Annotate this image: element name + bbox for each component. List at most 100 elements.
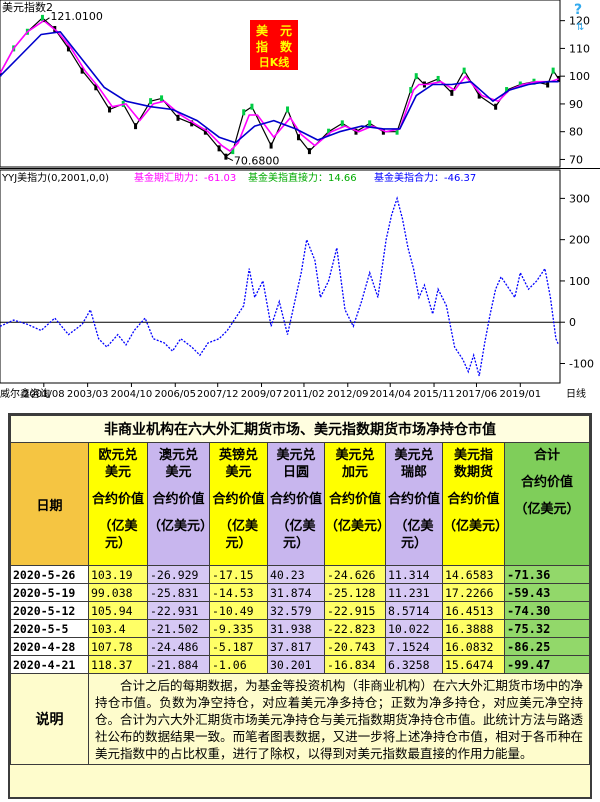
- column-header: 美元兑 日圆 合约价值 （亿美元）: [267, 442, 325, 566]
- watermark-text: 威尔鑫咨询: [0, 387, 50, 400]
- column-header-line2: 美元: [104, 465, 131, 480]
- table-cell: 31.874: [267, 583, 325, 602]
- price-candle: [231, 148, 235, 155]
- table-cell: 105.94: [88, 601, 148, 620]
- legend-combined: 基金美指合力：-46.37: [374, 171, 476, 184]
- table-cell: 30.201: [267, 655, 325, 674]
- legend-direct-value: 14.66: [328, 173, 357, 184]
- price-candle: [327, 128, 331, 135]
- row-date: 2020-4-28: [10, 637, 89, 656]
- table-cell: -25.831: [147, 583, 210, 602]
- legend-combined-value: -46.37: [444, 173, 476, 184]
- table-cell: 31.938: [267, 619, 325, 638]
- table-cell: 14.6583: [442, 565, 505, 584]
- column-header: 澳元兑 美元 合约价值 （亿美元）: [147, 442, 214, 566]
- table-cell: 103.4: [88, 619, 148, 638]
- price-candle: [286, 106, 290, 113]
- table-row: 2020-5-5 103.4 -21.502 -9.335 31.938 -22.823 1…: [10, 619, 590, 638]
- table-cell: -21.502: [147, 619, 210, 638]
- table-cell: 32.579: [267, 601, 325, 620]
- sort-icon[interactable]: ⇅: [576, 22, 584, 33]
- table-cell: 37.817: [267, 637, 325, 656]
- force-title: YYJ美指力(0,2001,0,0): [1, 171, 109, 184]
- column-header-sub: 合约价值: [520, 475, 573, 490]
- badge-line-3: 日K线: [259, 55, 290, 69]
- legend-boost-label: 基金期汇助力：: [134, 171, 204, 184]
- table-cell: 16.0832: [442, 637, 505, 656]
- table-cell: -59.43: [504, 583, 590, 602]
- force-line: [0, 196, 560, 377]
- column-header-unit: （亿美元）: [218, 519, 258, 551]
- table-cell: -25.128: [324, 583, 386, 602]
- table-cell: -21.884: [147, 655, 210, 674]
- column-header-line1: 合计: [533, 448, 560, 463]
- price-tick-label: 100: [569, 70, 590, 83]
- table-body: 2020-5-26 103.19 -26.929 -17.15 40.23 -24.626…: [10, 565, 590, 674]
- table-cell: -26.929: [147, 565, 210, 584]
- column-header-line1: 美元兑: [276, 448, 316, 463]
- price-candle: [436, 75, 440, 82]
- price-candle: [546, 81, 550, 88]
- price-candle: [203, 128, 207, 135]
- column-header-sub: 合约价值: [212, 492, 265, 507]
- column-header-sub: 合约价值: [328, 492, 381, 507]
- force-tick-label: -100: [569, 357, 594, 370]
- column-header-unit: （亿美元）: [98, 519, 138, 551]
- table-cell: 16.4513: [442, 601, 505, 620]
- price-candle: [242, 109, 246, 116]
- column-header-line2: 瑞郎: [400, 465, 427, 480]
- date-tick-label: 2001/08: [23, 389, 65, 400]
- table-row: 2020-5-12 105.94 -22.931 -10.49 32.579 -22.91…: [10, 601, 590, 620]
- table-cell: -14.53: [209, 583, 268, 602]
- positions-table-panel: 非商业机构在六大外汇期货市场、美元指数期货市场净持仓市值 日期 欧元兑 美元 合约价…: [8, 413, 592, 799]
- price-candle: [381, 128, 385, 135]
- price-candle: [518, 81, 522, 88]
- force-tick-label: 0: [569, 316, 576, 329]
- price-candle: [40, 14, 44, 21]
- price-candle: [368, 120, 372, 127]
- table-cell: 11.314: [385, 565, 443, 584]
- date-tick-label: 2014/04: [369, 389, 411, 400]
- moving-average-line: [0, 19, 559, 152]
- table-cell: 15.6474: [442, 655, 505, 674]
- chart-badge: 美 元 指 数 日K线: [250, 20, 298, 70]
- price-title: 美元指数2: [2, 0, 53, 14]
- column-header-line1: 美元兑: [335, 448, 375, 463]
- price-candle: [160, 95, 164, 102]
- price-candle: [477, 92, 481, 99]
- column-header-line2: 美元: [165, 465, 192, 480]
- column-header-line2: 加元: [341, 465, 368, 480]
- table-cell: 7.1524: [385, 637, 443, 656]
- table-cell: -16.834: [324, 655, 386, 674]
- badge-line-1: 美 元: [256, 23, 292, 38]
- table-row: 2020-4-28 107.78 -24.486 -5.187 37.817 -20.74…: [10, 637, 590, 656]
- price-candle: [557, 75, 561, 82]
- price-candle: [409, 87, 413, 94]
- column-header-unit: （亿美元）: [514, 502, 580, 517]
- table-cell: -9.335: [209, 619, 268, 638]
- table-cell: 6.3258: [385, 655, 443, 674]
- column-header-unit: （亿美元）: [148, 519, 214, 534]
- table-cell: -24.626: [324, 565, 386, 584]
- table-cell: -1.06: [209, 655, 268, 674]
- table-title: 非商业机构在六大外汇期货市场、美元指数期货市场净持仓市值: [10, 415, 590, 443]
- table-cell: -22.823: [324, 619, 386, 638]
- column-header-sub: 合约价值: [152, 492, 205, 507]
- column-header-sub: 合约价值: [387, 492, 440, 507]
- high-annotation: 121.0100: [50, 10, 103, 23]
- help-icon[interactable]: ?: [574, 2, 582, 18]
- table-cell: 11.231: [385, 583, 443, 602]
- price-candle: [250, 103, 254, 110]
- date-tick-label: 2009/07: [241, 389, 283, 400]
- note-label: 说明: [10, 673, 89, 765]
- price-candle: [224, 153, 228, 160]
- date-tick-label: 2017/06: [456, 389, 498, 400]
- date-tick-label: 2012/09: [327, 389, 369, 400]
- price-candle: [66, 45, 70, 52]
- column-header-unit: （亿美元）: [276, 519, 316, 551]
- table-cell: 8.5714: [385, 601, 443, 620]
- table-cell: 99.038: [88, 583, 148, 602]
- column-header-line1: 欧元兑: [98, 448, 138, 463]
- column-header: 英镑兑 美元 合约价值 （亿美元）: [209, 442, 268, 566]
- date-tick-label: 2015/11: [413, 389, 455, 400]
